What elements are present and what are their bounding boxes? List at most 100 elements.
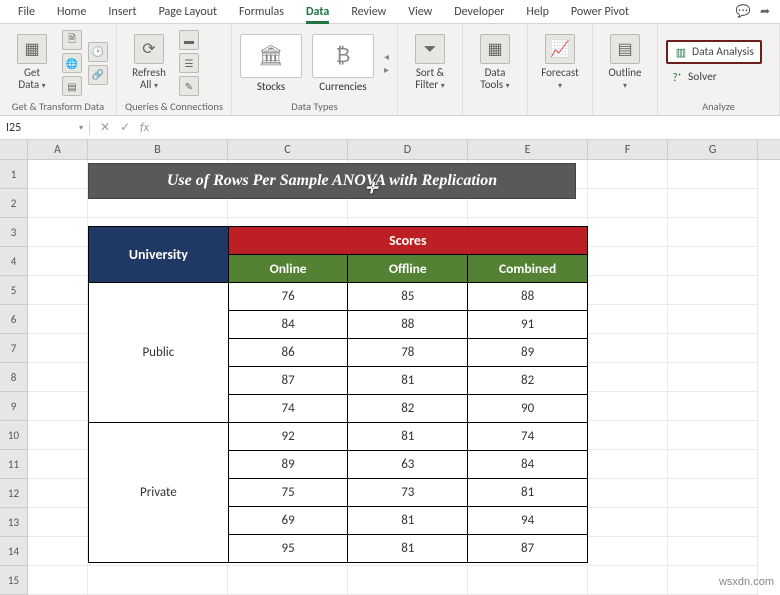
table-cell[interactable]: 92: [228, 423, 348, 451]
properties-icon[interactable]: ☰: [179, 53, 199, 73]
table-cell[interactable]: 81: [348, 507, 468, 535]
row-3[interactable]: 3: [0, 218, 28, 247]
get-data-button[interactable]: ▦ Get Data ▾: [8, 32, 56, 94]
from-text-icon[interactable]: 🗎: [62, 30, 82, 50]
row-8[interactable]: 8: [0, 363, 28, 392]
group-get-transform: Get & Transform Data: [8, 98, 108, 113]
row-5[interactable]: 5: [0, 276, 28, 305]
table-cell[interactable]: 88: [348, 311, 468, 339]
col-D[interactable]: D: [348, 140, 468, 159]
fx-icon[interactable]: fx: [140, 121, 149, 135]
table-cell[interactable]: 81: [348, 535, 468, 563]
name-box[interactable]: I25▾: [0, 121, 90, 135]
enter-icon[interactable]: ✓: [120, 120, 130, 135]
table-cell[interactable]: 86: [228, 339, 348, 367]
tab-view[interactable]: View: [398, 1, 442, 23]
table-cell[interactable]: 75: [228, 479, 348, 507]
table-cell[interactable]: 74: [468, 423, 588, 451]
from-web-icon[interactable]: 🌐: [62, 53, 82, 73]
existing-conn-icon[interactable]: 🔗: [88, 65, 108, 85]
tab-formulas[interactable]: Formulas: [229, 1, 294, 23]
stocks-button[interactable]: 🏛: [240, 34, 302, 78]
from-table-icon[interactable]: ▤: [62, 76, 82, 96]
col-B[interactable]: B: [88, 140, 228, 159]
table-cell[interactable]: 94: [468, 507, 588, 535]
table-cell[interactable]: 85: [348, 283, 468, 311]
edit-links-icon[interactable]: ✎: [179, 76, 199, 96]
row-13[interactable]: 13: [0, 508, 28, 537]
table-cell[interactable]: 82: [468, 367, 588, 395]
tab-help[interactable]: Help: [516, 1, 559, 23]
row-14[interactable]: 14: [0, 537, 28, 566]
header-university: University: [89, 227, 229, 283]
table-cell[interactable]: 84: [228, 311, 348, 339]
data-analysis-button[interactable]: ▥ Data Analysis: [666, 40, 762, 64]
recent-sources-icon[interactable]: 🕑: [88, 42, 108, 62]
table-cell[interactable]: 95: [228, 535, 348, 563]
stocks-label: Stocks: [257, 80, 285, 93]
currencies-button[interactable]: ₿: [312, 34, 374, 78]
row-7[interactable]: 7: [0, 334, 28, 363]
tab-page-layout[interactable]: Page Layout: [149, 1, 227, 23]
table-cell[interactable]: 87: [228, 367, 348, 395]
row-15[interactable]: 15: [0, 566, 28, 595]
tab-developer[interactable]: Developer: [444, 1, 514, 23]
select-all-corner[interactable]: [0, 140, 28, 159]
header-combined: Combined: [468, 255, 588, 283]
row-1[interactable]: 1: [0, 160, 28, 189]
table-cell[interactable]: 89: [468, 339, 588, 367]
forecast-button[interactable]: 📈 Forecast▾: [536, 32, 584, 94]
solver-button[interactable]: ?⁺ Solver: [666, 68, 762, 86]
col-A[interactable]: A: [28, 140, 88, 159]
table-cell[interactable]: 81: [468, 479, 588, 507]
outline-button[interactable]: ▤ Outline▾: [601, 32, 649, 94]
tab-review[interactable]: Review: [341, 1, 396, 23]
table-cell[interactable]: 76: [228, 283, 348, 311]
watermark: wsxdn.com: [719, 576, 774, 588]
table-cell[interactable]: 82: [348, 395, 468, 423]
tab-file[interactable]: File: [8, 1, 45, 23]
row-4[interactable]: 4: [0, 247, 28, 276]
row-10[interactable]: 10: [0, 421, 28, 450]
tab-home[interactable]: Home: [47, 1, 96, 23]
table-cell[interactable]: 88: [468, 283, 588, 311]
col-F[interactable]: F: [588, 140, 668, 159]
col-E[interactable]: E: [468, 140, 588, 159]
column-headers: A B C D E F G: [0, 140, 780, 160]
anova-table: University Scores Online Offline Combine…: [88, 226, 588, 563]
tab-insert[interactable]: Insert: [98, 1, 146, 23]
tab-data[interactable]: Data: [296, 1, 339, 23]
refresh-all-button[interactable]: ⟳ Refresh All ▾: [125, 32, 173, 94]
tab-power-pivot[interactable]: Power Pivot: [561, 1, 639, 23]
table-cell[interactable]: 91: [468, 311, 588, 339]
col-C[interactable]: C: [228, 140, 348, 159]
sort-filter-button[interactable]: ⏷ Sort & Filter ▾: [406, 32, 454, 94]
formula-bar: I25▾ ✕ ✓ fx: [0, 116, 780, 140]
queries-icon[interactable]: ▬: [179, 30, 199, 50]
group-data-types: Data Types: [240, 98, 389, 113]
table-cell[interactable]: 84: [468, 451, 588, 479]
row-12[interactable]: 12: [0, 479, 28, 508]
row-2[interactable]: 2: [0, 189, 28, 218]
share-icon[interactable]: ➦: [756, 3, 774, 21]
row-11[interactable]: 11: [0, 450, 28, 479]
table-cell[interactable]: 74: [228, 395, 348, 423]
grid: 123456789101112131415 Use of Rows Per Sa…: [0, 160, 780, 595]
data-tools-button[interactable]: ▦ Data Tools ▾: [471, 32, 519, 94]
cancel-icon[interactable]: ✕: [100, 120, 110, 135]
table-cell[interactable]: 87: [468, 535, 588, 563]
row-9[interactable]: 9: [0, 392, 28, 421]
row-6[interactable]: 6: [0, 305, 28, 334]
table-cell[interactable]: 90: [468, 395, 588, 423]
table-cell[interactable]: 78: [348, 339, 468, 367]
currencies-label: Currencies: [319, 80, 366, 93]
table-cell[interactable]: 81: [348, 423, 468, 451]
table-cell[interactable]: 69: [228, 507, 348, 535]
table-cell[interactable]: 81: [348, 367, 468, 395]
comments-icon[interactable]: 💬: [734, 3, 752, 21]
col-G[interactable]: G: [668, 140, 758, 159]
table-cell[interactable]: 89: [228, 451, 348, 479]
table-cell[interactable]: 73: [348, 479, 468, 507]
database-icon: ▦: [17, 34, 47, 64]
table-cell[interactable]: 63: [348, 451, 468, 479]
